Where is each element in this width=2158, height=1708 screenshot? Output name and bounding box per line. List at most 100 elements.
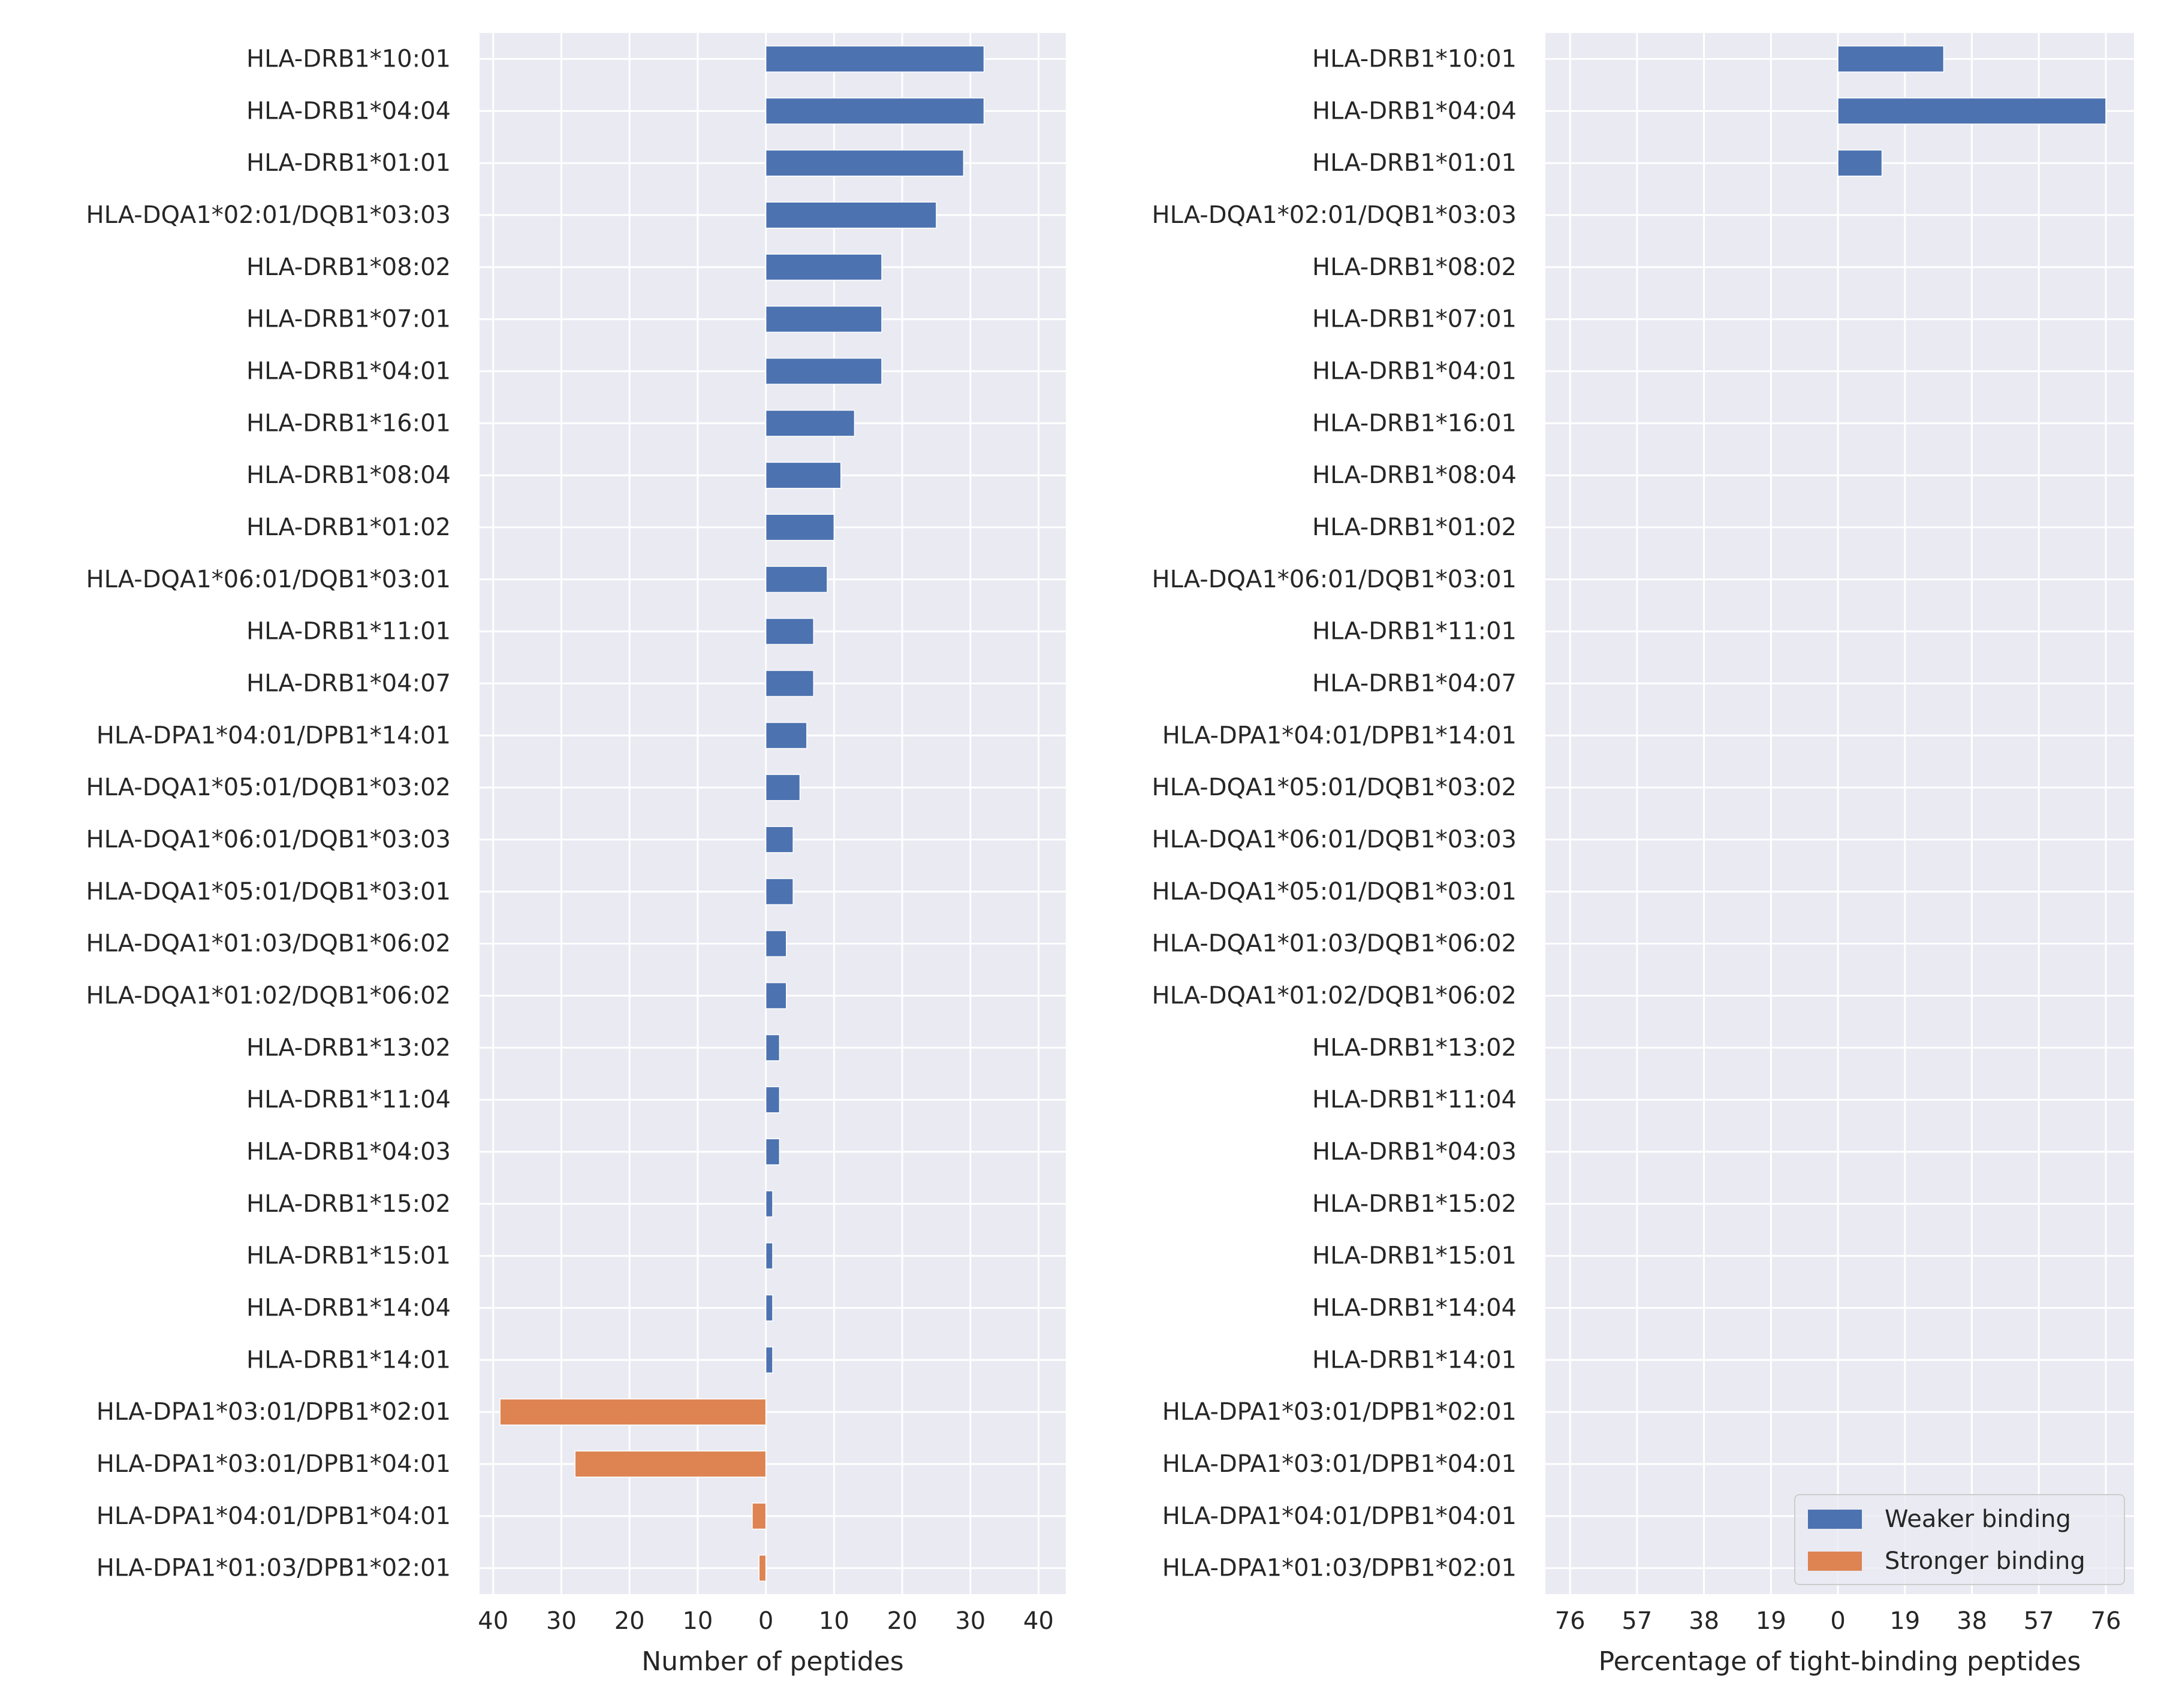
category-label: HLA-DQA1*05:01/DQB1*03:02 — [1152, 774, 1517, 801]
bar-weaker — [765, 930, 787, 958]
category-label: HLA-DRB1*01:01 — [246, 149, 451, 177]
category-label: HLA-DRB1*14:04 — [246, 1294, 451, 1321]
category-label: HLA-DQA1*01:03/DQB1*06:02 — [86, 930, 451, 958]
category-label: HLA-DPA1*04:01/DPB1*04:01 — [1162, 1502, 1517, 1530]
category-label: HLA-DRB1*01:02 — [246, 514, 451, 541]
category-label: HLA-DQA1*02:01/DQB1*03:03 — [1152, 201, 1517, 229]
bar-weaker — [765, 409, 855, 437]
category-label: HLA-DRB1*08:02 — [1312, 254, 1517, 281]
category-label: HLA-DRB1*15:02 — [1312, 1190, 1517, 1218]
x-axis-label: Percentage of tight-binding peptides — [1599, 1646, 2081, 1677]
bar-weaker — [765, 1138, 780, 1166]
bar-stronger — [574, 1450, 767, 1478]
legend-swatch — [1808, 1552, 1862, 1571]
category-label: HLA-DRB1*15:01 — [1312, 1242, 1517, 1270]
category-label: HLA-DQA1*06:01/DQB1*03:03 — [86, 826, 451, 853]
bar-weaker — [765, 306, 882, 333]
bar-weaker — [765, 826, 794, 853]
bar-weaker — [765, 1190, 773, 1218]
category-label: HLA-DRB1*04:07 — [246, 669, 451, 697]
category-label: HLA-DQA1*06:01/DQB1*03:03 — [1152, 826, 1517, 853]
x-axis-label: Number of peptides — [641, 1646, 903, 1677]
category-label: HLA-DRB1*10:01 — [1312, 45, 1517, 73]
category-label: HLA-DRB1*08:02 — [246, 254, 451, 281]
legend-swatch — [1808, 1510, 1862, 1529]
bar-weaker — [765, 878, 794, 906]
bar-weaker — [765, 149, 965, 177]
category-label: HLA-DRB1*15:02 — [246, 1190, 451, 1218]
category-label: HLA-DRB1*11:01 — [1312, 618, 1517, 645]
category-label: HLA-DRB1*14:04 — [1312, 1294, 1517, 1321]
bar-weaker — [765, 1346, 773, 1374]
category-label: HLA-DRB1*04:03 — [1312, 1138, 1517, 1166]
category-label: HLA-DRB1*14:01 — [246, 1346, 451, 1374]
category-label: HLA-DRB1*13:02 — [246, 1034, 451, 1061]
category-label: HLA-DPA1*03:01/DPB1*04:01 — [97, 1450, 451, 1478]
bar-weaker — [765, 618, 814, 645]
x-tick-label: 30 — [955, 1607, 985, 1635]
bar-weaker — [765, 1242, 773, 1270]
bar-weaker — [765, 514, 835, 541]
category-label: HLA-DPA1*04:01/DPB1*14:01 — [1162, 722, 1517, 749]
bar-weaker — [765, 97, 985, 125]
bar-weaker — [765, 254, 882, 281]
category-label: HLA-DQA1*01:03/DQB1*06:02 — [1152, 930, 1517, 958]
bar-weaker — [765, 357, 882, 385]
category-label: HLA-DRB1*10:01 — [246, 45, 451, 73]
bar-weaker — [765, 201, 937, 229]
bar-weaker — [1837, 97, 2106, 125]
bar-weaker — [1837, 149, 1883, 177]
legend-label: Stronger binding — [1885, 1547, 2085, 1575]
category-label: HLA-DRB1*08:04 — [246, 461, 451, 489]
category-label: HLA-DRB1*16:01 — [1312, 409, 1517, 437]
category-label: HLA-DRB1*07:01 — [246, 306, 451, 333]
category-label: HLA-DRB1*04:04 — [1312, 97, 1517, 125]
bar-weaker — [765, 566, 828, 593]
x-tick-label: 76 — [2091, 1607, 2121, 1635]
x-tick-label: 57 — [1621, 1607, 1652, 1635]
category-label: HLA-DQA1*01:02/DQB1*06:02 — [1152, 982, 1517, 1009]
x-tick-label: 40 — [1023, 1607, 1054, 1635]
category-label: HLA-DRB1*16:01 — [246, 409, 451, 437]
category-label: HLA-DRB1*15:01 — [246, 1242, 451, 1270]
x-tick-label: 57 — [2024, 1607, 2054, 1635]
category-label: HLA-DRB1*11:04 — [246, 1086, 451, 1113]
category-label: HLA-DRB1*04:04 — [246, 97, 451, 125]
x-tick-label: 10 — [682, 1607, 713, 1635]
bar-weaker — [765, 45, 985, 73]
x-tick-label: 19 — [1756, 1607, 1786, 1635]
category-label: HLA-DRB1*11:04 — [1312, 1086, 1517, 1113]
bar-weaker — [765, 722, 807, 749]
category-label: HLA-DRB1*04:03 — [246, 1138, 451, 1166]
bar-weaker — [765, 774, 801, 801]
x-tick-label: 20 — [887, 1607, 918, 1635]
x-tick-label: 30 — [546, 1607, 577, 1635]
x-tick-label: 38 — [1957, 1607, 1987, 1635]
category-label: HLA-DRB1*04:01 — [1312, 357, 1517, 385]
bar-weaker — [765, 461, 842, 489]
bar-weaker — [765, 1294, 773, 1321]
x-tick-label: 76 — [1555, 1607, 1586, 1635]
x-tick-label: 40 — [478, 1607, 508, 1635]
category-label: HLA-DRB1*14:01 — [1312, 1346, 1517, 1374]
category-label: HLA-DPA1*04:01/DPB1*14:01 — [97, 722, 451, 749]
left-panel: HLA-DRB1*10:01 HLA-DRB1*04:04 HLA-DRB1*01:… — [86, 33, 1066, 1677]
category-label: HLA-DRB1*04:01 — [246, 357, 451, 385]
category-label: HLA-DPA1*03:01/DPB1*02:01 — [97, 1398, 451, 1426]
x-tick-label: 0 — [758, 1607, 773, 1635]
bar-weaker — [1837, 45, 1945, 73]
category-label: HLA-DQA1*05:01/DQB1*03:02 — [86, 774, 451, 801]
x-tick-label: 19 — [1889, 1607, 1920, 1635]
category-label: HLA-DRB1*13:02 — [1312, 1034, 1517, 1061]
category-label: HLA-DRB1*04:07 — [1312, 669, 1517, 697]
category-label: HLA-DRB1*07:01 — [1312, 306, 1517, 333]
bar-stronger — [499, 1398, 767, 1426]
category-label: HLA-DQA1*05:01/DQB1*03:01 — [86, 878, 451, 906]
category-label: HLA-DPA1*01:03/DPB1*02:01 — [1162, 1555, 1517, 1582]
x-tick-label: 0 — [1830, 1607, 1845, 1635]
category-label: HLA-DQA1*06:01/DQB1*03:01 — [86, 566, 451, 593]
category-label: HLA-DPA1*03:01/DPB1*04:01 — [1162, 1450, 1517, 1478]
x-tick-label: 10 — [819, 1607, 849, 1635]
category-label: HLA-DPA1*01:03/DPB1*02:01 — [97, 1555, 451, 1582]
